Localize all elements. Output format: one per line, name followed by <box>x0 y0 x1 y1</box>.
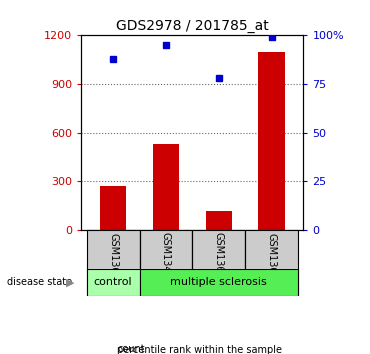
Text: GSM136140: GSM136140 <box>108 233 118 291</box>
Bar <box>139 269 298 296</box>
Text: percentile rank within the sample: percentile rank within the sample <box>117 345 282 354</box>
Text: ▶: ▶ <box>65 277 74 287</box>
Bar <box>259 52 285 230</box>
Bar <box>100 186 126 230</box>
Bar <box>206 211 232 230</box>
Text: multiple sclerosis: multiple sclerosis <box>171 277 267 287</box>
Bar <box>153 144 179 230</box>
Text: control: control <box>94 277 132 287</box>
Bar <box>87 269 139 296</box>
Bar <box>87 230 139 294</box>
Bar <box>192 230 245 294</box>
Bar <box>139 230 192 294</box>
Title: GDS2978 / 201785_at: GDS2978 / 201785_at <box>116 19 269 33</box>
Text: GSM136149: GSM136149 <box>267 233 277 291</box>
Bar <box>245 230 298 294</box>
Text: disease state: disease state <box>7 277 73 287</box>
Text: GSM136147: GSM136147 <box>214 233 224 291</box>
Text: GSM134953: GSM134953 <box>161 233 171 291</box>
Text: count: count <box>117 344 145 354</box>
